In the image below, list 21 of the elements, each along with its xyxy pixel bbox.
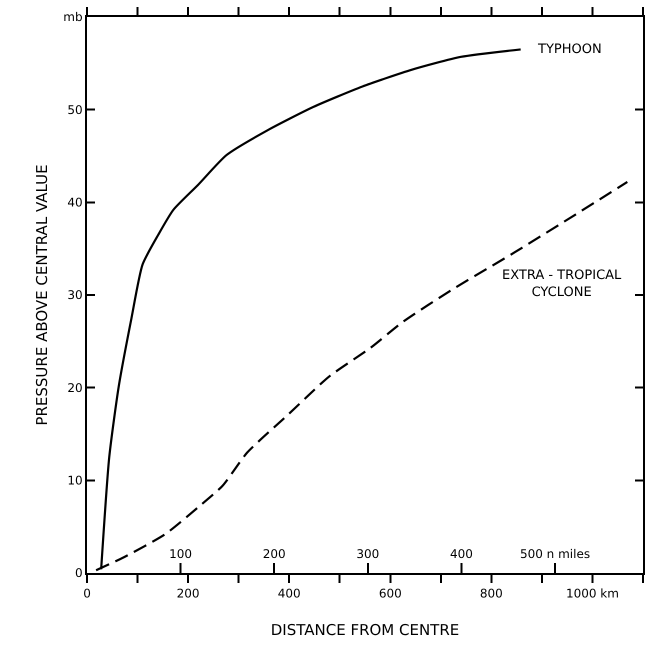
x-tick-label: 600 (378, 586, 402, 600)
x-axis-title: DISTANCE FROM CENTRE (270, 620, 460, 639)
y-tick-label: 0 (74, 566, 83, 580)
x2-tick-label: 200 (262, 547, 286, 562)
x2-tick-label: 500 n miles (520, 547, 590, 562)
x-tick-label: 1000 km (566, 586, 619, 600)
y-tick-label: 30 (67, 288, 83, 302)
series-label: EXTRA - TROPICAL CYCLONE (502, 268, 622, 300)
y-tick-label: 50 (67, 102, 83, 117)
x2-tick-label: 300 (356, 547, 380, 562)
y-tick-label: mb (63, 10, 83, 24)
y-tick-label: 20 (67, 380, 83, 395)
y-tick-label: 40 (67, 196, 83, 210)
y-axis-title: PRESSURE ABOVE CENTRAL VALUE (33, 164, 52, 426)
x2-tick-label: 400 (450, 547, 473, 562)
x-tick-label: 200 (176, 586, 200, 600)
x-tick-label: 800 (480, 586, 503, 600)
x-tick-label: 400 (278, 586, 301, 600)
series-label: TYPHOON (537, 42, 602, 57)
x2-tick-label: 100 (169, 547, 192, 562)
y-tick-label: 10 (67, 474, 83, 488)
